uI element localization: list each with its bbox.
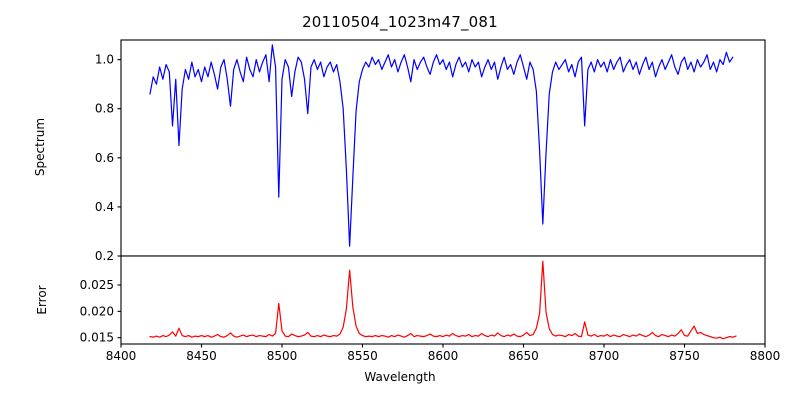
spectrum-y-tick-group: 0.2 0.4 0.6 0.8 1.0 xyxy=(95,53,121,263)
x-tick-label: 8500 xyxy=(267,349,298,363)
spectrum-plot-area xyxy=(121,40,765,256)
spectrum-y-tick-label: 0.8 xyxy=(95,102,114,116)
x-tick-group: 8400 8450 8500 8550 8600 8650 8700 8750 8800 xyxy=(106,344,781,363)
error-plot-area xyxy=(121,256,765,344)
x-axis-label: Wavelength xyxy=(364,370,436,384)
error-y-tick-group: 0.015 0.020 0.025 xyxy=(80,278,121,345)
x-tick-label: 8600 xyxy=(428,349,459,363)
x-tick-label: 8400 xyxy=(106,349,137,363)
spectrum-y-tick-label: 0.2 xyxy=(95,249,114,263)
x-tick-label: 8450 xyxy=(186,349,217,363)
error-y-tick-label: 0.025 xyxy=(80,278,114,292)
error-data-line xyxy=(149,260,737,340)
spectrum-y-tick-label: 0.4 xyxy=(95,200,114,214)
x-tick-label: 8750 xyxy=(669,349,700,363)
spectrum-data-line xyxy=(149,44,734,247)
error-y-axis-label: Error xyxy=(35,285,49,315)
page-title: 20110504_1023m47_081 xyxy=(302,13,498,31)
error-axes-frame xyxy=(120,255,766,345)
error-panel: 0.015 0.020 0.025 8400 8450 8500 8550 8600 8650… xyxy=(80,255,781,363)
x-tick-label: 8700 xyxy=(589,349,620,363)
spectrum-y-tick-label: 1.0 xyxy=(95,53,114,67)
error-y-tick-label: 0.020 xyxy=(80,304,114,318)
x-tick-label: 8550 xyxy=(347,349,378,363)
x-tick-label: 8800 xyxy=(750,349,781,363)
spectrum-y-tick-label: 0.6 xyxy=(95,151,114,165)
x-tick-label: 8650 xyxy=(508,349,539,363)
error-y-tick-label: 0.015 xyxy=(80,331,114,345)
spectrum-panel: 0.2 0.4 0.6 0.8 1.0 xyxy=(95,39,766,263)
spectrum-y-axis-label: Spectrum xyxy=(33,117,47,177)
